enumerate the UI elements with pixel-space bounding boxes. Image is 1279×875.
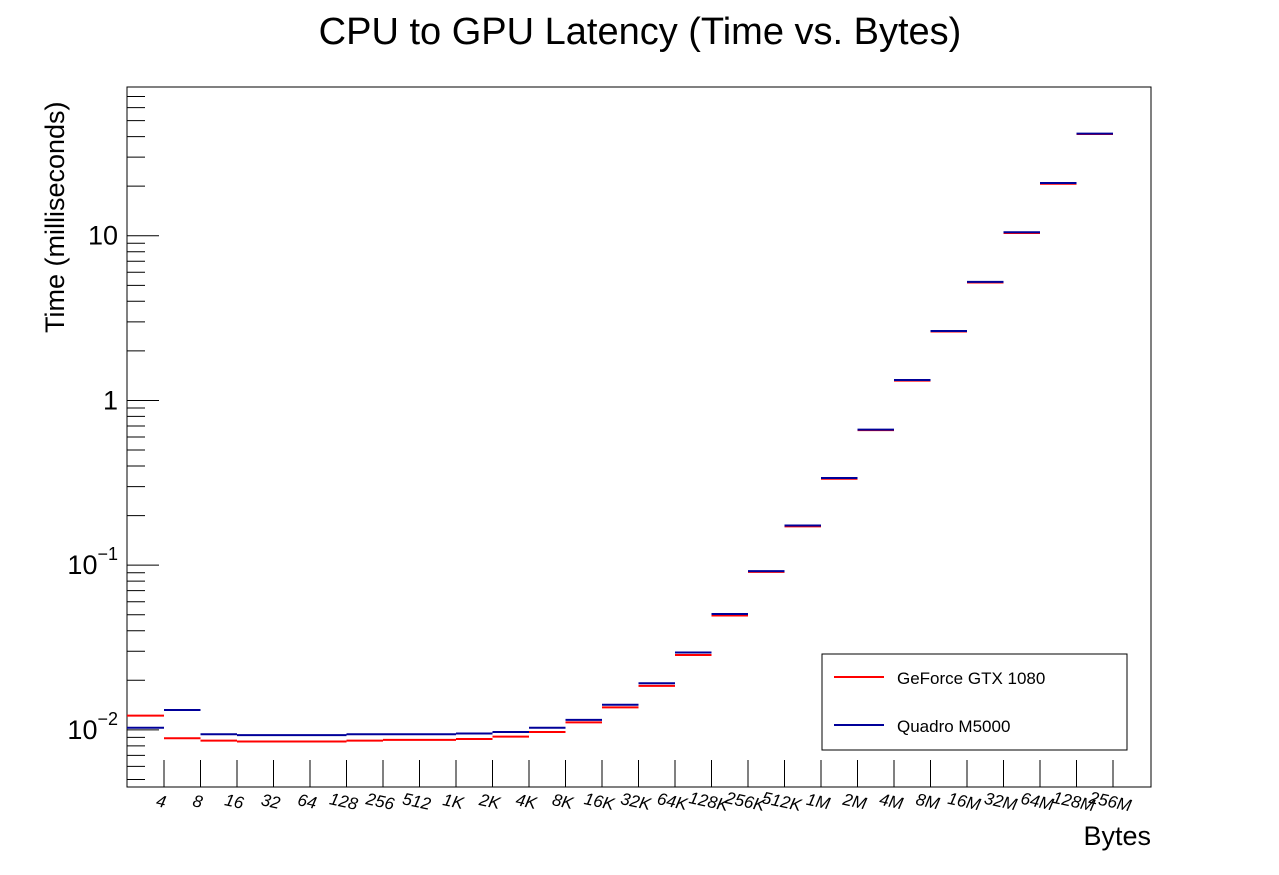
y-tick-label: 10−2 [67, 709, 118, 745]
x-tick-label: 8M [914, 790, 942, 814]
y-tick-label: 1 [103, 385, 118, 415]
x-tick-label: 256 [363, 789, 396, 814]
y-tick-base: 1 [103, 385, 118, 415]
x-tick-label: 64K [655, 789, 689, 814]
y-tick-label: 10 [88, 221, 118, 251]
chart-title: CPU to GPU Latency (Time vs. Bytes) [319, 11, 962, 53]
y-tick-exponent: −1 [97, 544, 118, 564]
x-tick-label: 32M [982, 789, 1019, 815]
legend-label-geforce: GeForce GTX 1080 [897, 669, 1045, 688]
x-tick-label: 4K [514, 790, 539, 813]
x-tick-label: 32 [259, 790, 282, 813]
x-tick-label: 8K [550, 790, 575, 813]
x-tick-label: 32K [619, 789, 653, 814]
y-tick-exponent: −2 [97, 709, 118, 729]
y-axis-label: Time (milliseconds) [40, 101, 70, 333]
x-tick-label: 2K [477, 790, 503, 813]
x-tick-label: 16M [946, 789, 983, 815]
series-0 [127, 132, 1113, 743]
x-axis: 4 8 16 32 64 128 256 512 1K 2K 4K 8K 16K 32K 64K128K25… [155, 760, 1134, 816]
y-tick-base: 10 [88, 221, 118, 251]
x-axis-label: Bytes [1083, 821, 1151, 851]
y-tick-label: 10−1 [67, 544, 118, 580]
x-tick-label: 1M [805, 790, 833, 814]
x-tick-label: 16K [582, 789, 616, 814]
legend-label-quadro: Quadro M5000 [897, 717, 1010, 736]
x-tick-label: 512K [760, 788, 803, 815]
y-tick-base: 10 [67, 715, 97, 745]
x-tick-label: 512 [401, 789, 433, 814]
x-tick-label: 4 [155, 791, 168, 812]
x-tick-label: 8 [191, 791, 205, 812]
x-tick-label: 128 [328, 789, 360, 814]
legend-box [821, 653, 1128, 751]
x-tick-label: 16 [223, 790, 246, 813]
series-1 [127, 132, 1113, 737]
x-tick-label: 64M [1019, 789, 1056, 815]
x-tick-label: 1K [441, 790, 466, 813]
y-tick-base: 10 [67, 550, 97, 580]
x-tick-label: 64 [296, 790, 318, 813]
x-tick-label: 4M [878, 790, 906, 814]
x-tick-label: 2M [840, 790, 869, 814]
series-group [127, 132, 1113, 743]
x-tick-label: 256M [1086, 788, 1133, 816]
legend: GeForce GTX 1080 Quadro M5000 [821, 653, 1128, 751]
